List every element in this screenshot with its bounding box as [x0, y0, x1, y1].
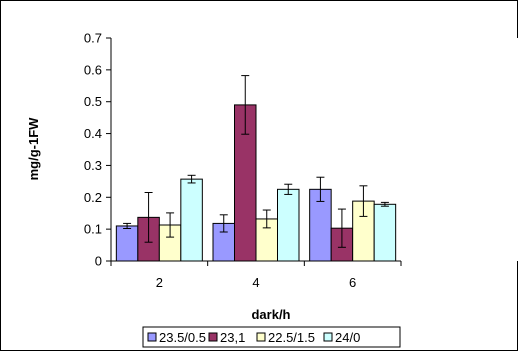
y-tick-label: 0	[95, 254, 102, 269]
x-axis: 2 4 6	[110, 260, 402, 290]
legend-box	[142, 326, 401, 348]
bar	[115, 225, 139, 262]
legend-swatch	[147, 332, 157, 342]
bars-group	[115, 104, 397, 262]
y-axis-title: mg/g-1FW	[26, 117, 41, 181]
legend-swatch	[256, 332, 266, 342]
y-tick-label: 0.2	[84, 190, 102, 205]
x-tick-label: 2	[156, 275, 163, 290]
bar	[277, 188, 300, 262]
x-tick-label: 6	[349, 275, 356, 290]
legend-swatch	[208, 332, 218, 342]
x-axis-title: dark/h	[251, 307, 290, 322]
bar	[180, 178, 203, 262]
y-axis: 0 0.1 0.2 0.3 0.4 0.5 0.6 0.7	[84, 31, 112, 269]
y-tick-label: 0.3	[84, 158, 102, 173]
y-tick-label: 0.5	[84, 94, 102, 109]
bar	[373, 203, 397, 262]
legend: 23.5/0.5 23,1 22.5/1.5 24/0	[142, 326, 401, 348]
y-tick-label: 0.1	[84, 222, 102, 237]
legend-label: 22.5/1.5	[268, 330, 315, 345]
legend-label: 24/0	[335, 330, 360, 345]
x-tick-label: 4	[252, 275, 259, 290]
y-tick-label: 0.4	[84, 126, 102, 141]
legend-swatch	[323, 332, 333, 342]
legend-label: 23,1	[220, 330, 245, 345]
legend-label: 23.5/0.5	[159, 330, 206, 345]
y-tick-label: 0.6	[84, 62, 102, 77]
error-bars-group	[123, 75, 389, 248]
y-tick-label: 0.7	[84, 31, 102, 46]
